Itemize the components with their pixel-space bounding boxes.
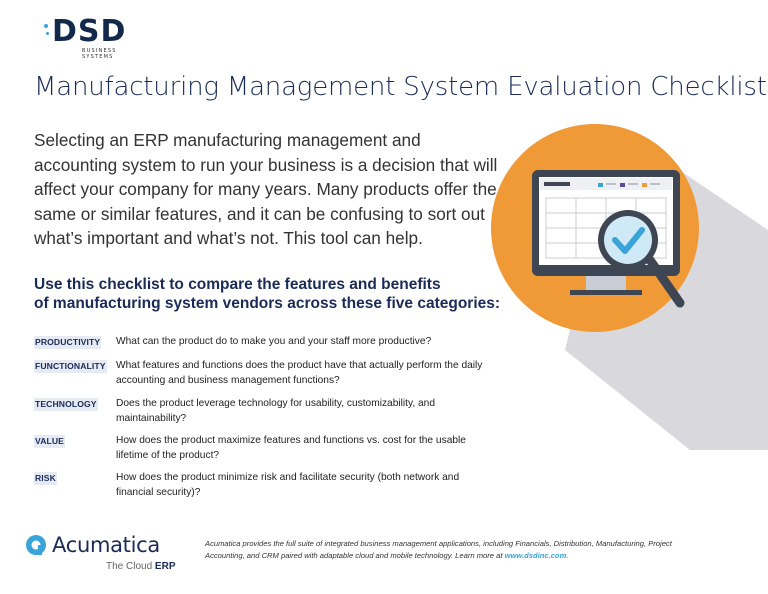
acumatica-logo-icon xyxy=(26,535,46,555)
subheading-line-2: of manufacturing system vendors across t… xyxy=(34,295,501,312)
checklist-subheading: Use this checklist to compare the featur… xyxy=(34,275,514,313)
footer-text: Acumatica provides the full suite of int… xyxy=(205,539,672,560)
logo-dot-icon xyxy=(44,24,48,28)
monitor-base xyxy=(570,290,642,295)
legend-purple xyxy=(620,183,625,187)
magnifier-lens xyxy=(604,216,652,264)
category-description: What can the product do to make you and … xyxy=(116,336,432,347)
category-description: What features and functions does the pro… xyxy=(116,360,483,386)
illustration-svg xyxy=(491,124,768,450)
acumatica-logo: Acumatica The Cloud ERP xyxy=(25,530,195,580)
subheading-line-1: Use this checklist to compare the featur… xyxy=(34,276,441,293)
magnifier-handle xyxy=(645,255,685,308)
intro-paragraph: Selecting an ERP manufacturing managemen… xyxy=(34,130,498,248)
logo-brand: DSD xyxy=(52,14,127,49)
acumatica-brand: Acumatica xyxy=(52,533,160,557)
legend-line xyxy=(628,183,638,185)
dsd-logo: DSD BUSINESS SYSTEMS xyxy=(44,14,134,60)
logo-subtitle: BUSINESS SYSTEMS xyxy=(82,48,117,60)
category-description: How does the product minimize risk and f… xyxy=(116,472,460,498)
legend-line xyxy=(606,183,616,185)
screen-title-bar xyxy=(544,182,570,186)
category-description: How does the product maximize features a… xyxy=(116,435,466,461)
category-label: RISK xyxy=(34,472,57,485)
category-label: PRODUCTIVITY xyxy=(34,336,102,349)
category-label: VALUE xyxy=(34,435,65,448)
legend-blue xyxy=(598,183,603,187)
legend-line xyxy=(650,183,660,185)
footer-text-end: . xyxy=(566,550,569,560)
tagline-bold: ERP xyxy=(154,561,176,572)
logo-dot-icon xyxy=(46,32,49,35)
category-label: TECHNOLOGY xyxy=(34,398,98,411)
page-title: Manufacturing Management System Evaluati… xyxy=(34,72,767,102)
category-label: FUNCTIONALITY xyxy=(34,360,107,373)
tagline-prefix: The Cloud xyxy=(106,561,155,572)
category-description: Does the product leverage technology for… xyxy=(116,398,435,424)
monitor-magnifier-check-illustration xyxy=(470,120,768,450)
monitor-stand xyxy=(586,276,626,290)
legend-orange xyxy=(642,183,647,187)
footer-description: Acumatica provides the full suite of int… xyxy=(205,538,705,561)
footer-link[interactable]: www.dsdinc.com xyxy=(504,550,567,560)
acumatica-tagline: The Cloud ERP xyxy=(106,561,175,572)
check-icon xyxy=(612,227,645,254)
